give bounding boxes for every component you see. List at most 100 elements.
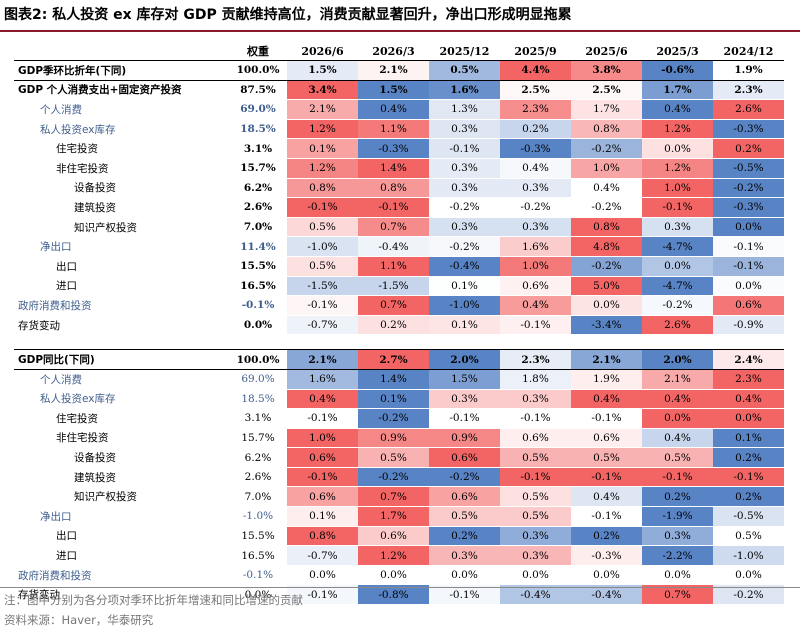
heatmap-cell: 0.0% [429, 565, 500, 586]
row-label: 私人投资ex库存 [14, 389, 229, 410]
weight-cell: 100.0% [229, 349, 287, 370]
heatmap-cell: -0.1% [571, 467, 642, 488]
header-col-2025-12: 2025/12 [429, 42, 500, 61]
weight-cell: 100.0% [229, 60, 287, 81]
heatmap-cell: 2.3% [500, 349, 571, 370]
heatmap-cell: 0.4% [500, 295, 571, 316]
weight-cell: -0.1% [229, 295, 287, 316]
heatmap-cell: 0.2% [358, 315, 429, 336]
heatmap-cell: -1.9% [642, 506, 713, 527]
heatmap-cell: -0.4% [358, 236, 429, 257]
heatmap-cell: 0.0% [713, 217, 784, 238]
heatmap-cell: 0.4% [713, 389, 784, 410]
heatmap-cell: -0.1% [358, 197, 429, 218]
heatmap-cell: 0.4% [642, 428, 713, 449]
heatmap-cell: -0.5% [713, 158, 784, 179]
heatmap-cell: 0.4% [287, 389, 358, 410]
table-row: 建筑投资 2.6% -0.1% -0.1% -0.2% -0.2% -0.2% -0.1% -0… [14, 197, 784, 218]
table-row: 个人消费 69.0% 2.1% 0.4% 1.3% 2.3% 1.7% 0.4% 2.6% [14, 99, 784, 120]
heatmap-cell: -0.4% [429, 256, 500, 277]
heatmap-cell: 1.0% [571, 158, 642, 179]
heatmap-cell: -4.7% [642, 236, 713, 257]
table-row: 净出口 11.4% -1.0% -0.4% -0.2% 1.6% 4.8% -4.7% -0.1… [14, 236, 784, 257]
header-row: 权重 2026/6 2026/3 2025/12 2025/9 2025/6 2… [14, 42, 784, 61]
heatmap-cell: 0.8% [287, 526, 358, 547]
table-row: 住宅投资 3.1% -0.1% -0.2% -0.1% -0.1% -0.1% 0.0% 0.0… [14, 408, 784, 429]
heatmap-cell: -0.5% [713, 506, 784, 527]
heatmap-cell: -0.1% [500, 315, 571, 336]
table-row: 存货变动 0.0% -0.7% 0.2% 0.1% -0.1% -3.4% 2.6% -0.9% [14, 315, 784, 336]
heatmap-cell: -0.3% [358, 138, 429, 159]
heatmap-cell: -1.0% [429, 295, 500, 316]
heatmap-cell: 0.3% [642, 526, 713, 547]
heatmap-body: GDP季环比折年(下同) 100.0% 1.5% 2.1% 0.5% 4.4% 3.8% -0… [14, 60, 784, 606]
heatmap-cell: 0.6% [429, 447, 500, 468]
heatmap-cell: 0.0% [642, 256, 713, 277]
heatmap-cell: -0.4% [500, 584, 571, 606]
heatmap-cell: 0.1% [713, 428, 784, 449]
heatmap-cell: 1.7% [642, 80, 713, 101]
heatmap-cell: 2.6% [642, 315, 713, 336]
heatmap-cell: 1.6% [500, 236, 571, 257]
heatmap-cell: 0.3% [642, 217, 713, 238]
heatmap-cell: 2.1% [287, 99, 358, 120]
footer-divider [0, 587, 800, 588]
heatmap-cell: -0.2% [571, 138, 642, 159]
footnote: 注：图中分别为各分项对季环比折年增速和同比增速的贡献 [4, 593, 303, 607]
table-row: 非住宅投资 15.7% 1.0% 0.9% 0.9% 0.6% 0.6% 0.4% 0.1% [14, 428, 784, 449]
row-label: 建筑投资 [14, 197, 229, 218]
heatmap-cell: -0.2% [429, 236, 500, 257]
heatmap-cell: 0.5% [500, 506, 571, 527]
heatmap-cell: 0.6% [358, 526, 429, 547]
heatmap-cell: 0.8% [571, 119, 642, 140]
heatmap-cell: -0.1% [429, 584, 500, 606]
heatmap-cell: 2.5% [571, 80, 642, 101]
heatmap-cell: 0.2% [713, 486, 784, 508]
heatmap-cell: -4.7% [642, 276, 713, 297]
heatmap-cell: 1.5% [287, 60, 358, 81]
row-label: 净出口 [14, 236, 229, 257]
row-label: 非住宅投资 [14, 158, 229, 179]
heatmap-cell: -0.1% [287, 295, 358, 316]
heatmap-cell: 1.0% [287, 428, 358, 449]
heatmap-cell: 2.3% [713, 369, 784, 390]
weight-cell: 16.5% [229, 276, 287, 297]
table-row: GDP 个人消费支出+固定资产投资 87.5% 3.4% 1.5% 1.6% 2.5% 2.… [14, 80, 784, 101]
row-label: 出口 [14, 526, 229, 547]
heatmap-cell: 0.6% [500, 276, 571, 297]
row-label: 进口 [14, 545, 229, 566]
weight-cell: 69.0% [229, 369, 287, 390]
heatmap-cell: 0.7% [642, 584, 713, 606]
weight-cell: 6.2% [229, 447, 287, 468]
heatmap-cell: 0.0% [358, 565, 429, 586]
heatmap-cell: 0.1% [358, 389, 429, 410]
row-label: 存货变动 [14, 315, 229, 336]
row-label: 知识产权投资 [14, 486, 229, 508]
row-label: 知识产权投资 [14, 217, 229, 238]
heatmap-cell: -0.2% [713, 178, 784, 199]
weight-cell: 18.5% [229, 389, 287, 410]
row-label: GDP季环比折年(下同) [14, 60, 229, 81]
heatmap-cell: 0.0% [713, 276, 784, 297]
heatmap-cell: -0.1% [429, 138, 500, 159]
weight-cell: 3.1% [229, 138, 287, 159]
weight-cell: 18.5% [229, 119, 287, 140]
heatmap-cell: -0.1% [287, 408, 358, 429]
heatmap-cell: 0.3% [429, 119, 500, 140]
heatmap-cell: 2.0% [429, 349, 500, 370]
heatmap-cell: -0.3% [500, 138, 571, 159]
table-row: 政府消费和投资 -0.1% -0.1% 0.7% -1.0% 0.4% 0.0% -0.2% 0… [14, 295, 784, 316]
heatmap-cell: -1.0% [287, 236, 358, 257]
heatmap-cell: 1.4% [358, 369, 429, 390]
heatmap-cell: -0.3% [713, 197, 784, 218]
heatmap-cell: 0.4% [642, 99, 713, 120]
heatmap-cell: -0.2% [429, 197, 500, 218]
heatmap-cell: -0.3% [571, 545, 642, 566]
heatmap-cell: 0.0% [713, 565, 784, 586]
heatmap-cell: 2.1% [287, 349, 358, 370]
heatmap-cell: 5.0% [571, 276, 642, 297]
heatmap-cell: 0.5% [429, 60, 500, 81]
heatmap-cell: 0.8% [287, 178, 358, 199]
heatmap-cell: 0.3% [500, 217, 571, 238]
weight-cell: 15.7% [229, 158, 287, 179]
